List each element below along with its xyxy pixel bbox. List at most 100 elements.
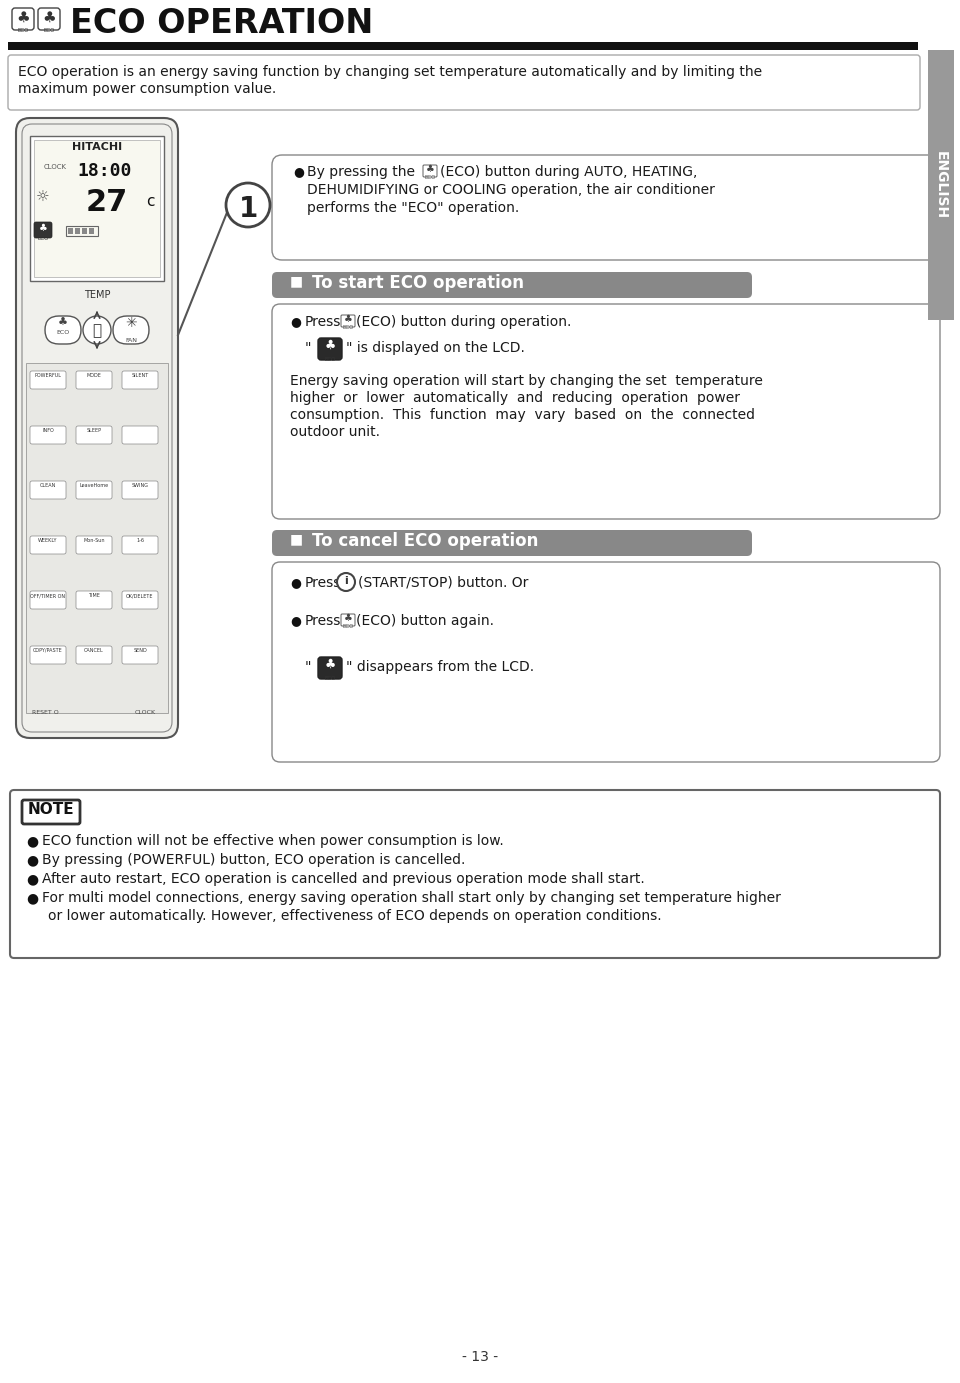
Text: ECO function will not be effective when power consumption is low.: ECO function will not be effective when … <box>42 834 504 848</box>
Text: ■: ■ <box>290 274 303 288</box>
Bar <box>30 136 164 281</box>
Text: SILENT: SILENT <box>132 373 149 378</box>
FancyBboxPatch shape <box>76 371 112 389</box>
Text: i: i <box>344 575 348 586</box>
Text: outdoor unit.: outdoor unit. <box>290 425 380 438</box>
Text: OK/DELETE: OK/DELETE <box>127 593 154 597</box>
FancyBboxPatch shape <box>272 272 752 297</box>
Text: For multi model connections, energy saving operation shall start only by changin: For multi model connections, energy savi… <box>42 891 780 904</box>
Text: (ECO) button during operation.: (ECO) button during operation. <box>356 315 571 329</box>
Text: ": " <box>305 342 311 355</box>
FancyBboxPatch shape <box>272 561 940 762</box>
FancyBboxPatch shape <box>30 646 66 664</box>
Text: POWERFUL: POWERFUL <box>35 373 61 378</box>
Text: 18:00: 18:00 <box>78 162 132 180</box>
Text: CLEAN: CLEAN <box>39 483 57 488</box>
FancyBboxPatch shape <box>76 591 112 609</box>
Text: RESET O: RESET O <box>32 709 59 715</box>
Text: ♣: ♣ <box>324 339 336 353</box>
FancyBboxPatch shape <box>76 537 112 555</box>
Bar <box>8 41 918 50</box>
Text: ●: ● <box>293 165 304 178</box>
FancyBboxPatch shape <box>12 8 34 30</box>
Text: OFF/TIMER ON: OFF/TIMER ON <box>31 593 65 597</box>
Text: ♣: ♣ <box>38 223 47 232</box>
Text: ■: ■ <box>290 532 303 546</box>
Text: (ECO) button during AUTO, HEATING,: (ECO) button during AUTO, HEATING, <box>440 165 697 178</box>
Text: Press: Press <box>305 614 342 628</box>
Text: Ⓟ: Ⓟ <box>92 324 102 337</box>
Text: CLOCK: CLOCK <box>134 709 156 715</box>
FancyBboxPatch shape <box>76 646 112 664</box>
Text: ●: ● <box>290 614 300 626</box>
FancyBboxPatch shape <box>113 315 149 344</box>
FancyBboxPatch shape <box>8 55 920 111</box>
Text: maximum power consumption value.: maximum power consumption value. <box>18 82 276 95</box>
Text: WEEKLY: WEEKLY <box>38 538 58 544</box>
Bar <box>928 50 954 319</box>
Circle shape <box>83 315 111 344</box>
Text: NOTE: NOTE <box>28 802 74 817</box>
Text: " is displayed on the LCD.: " is displayed on the LCD. <box>346 342 525 355</box>
Text: Press: Press <box>305 575 342 591</box>
Bar <box>75 228 80 234</box>
Text: ECO OPERATION: ECO OPERATION <box>70 7 373 40</box>
FancyBboxPatch shape <box>30 591 66 609</box>
Text: 27: 27 <box>85 188 128 217</box>
FancyBboxPatch shape <box>122 371 158 389</box>
Text: ●: ● <box>290 575 300 589</box>
Text: ♣: ♣ <box>42 10 56 25</box>
Text: ENGLISH: ENGLISH <box>934 151 948 219</box>
Text: SWING: SWING <box>132 483 149 488</box>
Text: ♣: ♣ <box>324 658 336 671</box>
Text: ECO: ECO <box>43 28 55 33</box>
Bar <box>89 228 94 234</box>
Text: 1: 1 <box>238 195 257 223</box>
FancyBboxPatch shape <box>38 8 60 30</box>
FancyBboxPatch shape <box>122 481 158 499</box>
Text: Mon-Sun: Mon-Sun <box>84 538 105 544</box>
Text: After auto restart, ECO operation is cancelled and previous operation mode shall: After auto restart, ECO operation is can… <box>42 873 645 887</box>
FancyBboxPatch shape <box>272 155 940 260</box>
Text: - 13 -: - 13 - <box>462 1350 498 1364</box>
FancyBboxPatch shape <box>34 223 52 238</box>
Text: ♣: ♣ <box>344 314 352 324</box>
Text: DEHUMIDIFYING or COOLING operation, the air conditioner: DEHUMIDIFYING or COOLING operation, the … <box>307 183 715 196</box>
Text: MODE: MODE <box>86 373 102 378</box>
FancyBboxPatch shape <box>76 481 112 499</box>
FancyBboxPatch shape <box>122 591 158 609</box>
FancyBboxPatch shape <box>122 426 158 444</box>
Text: ECO: ECO <box>324 357 336 362</box>
Text: To start ECO operation: To start ECO operation <box>312 274 524 292</box>
Text: ECO: ECO <box>343 325 353 331</box>
Text: CLOCK: CLOCK <box>44 165 67 170</box>
Text: or lower automatically. However, effectiveness of ECO depends on operation condi: or lower automatically. However, effecti… <box>48 909 661 922</box>
Bar <box>26 362 168 714</box>
Text: consumption.  This  function  may  vary  based  on  the  connected: consumption. This function may vary base… <box>290 408 755 422</box>
Text: Press: Press <box>305 315 342 329</box>
Text: Energy saving operation will start by changing the set  temperature: Energy saving operation will start by ch… <box>290 373 763 389</box>
Text: ♣: ♣ <box>16 10 30 25</box>
Text: FAN: FAN <box>125 337 137 343</box>
FancyBboxPatch shape <box>272 530 752 556</box>
Text: c: c <box>146 194 155 209</box>
FancyBboxPatch shape <box>76 426 112 444</box>
Text: CANCEL: CANCEL <box>84 649 104 653</box>
FancyBboxPatch shape <box>30 371 66 389</box>
Bar <box>82 228 87 234</box>
Text: 1-6: 1-6 <box>136 538 144 544</box>
FancyBboxPatch shape <box>122 537 158 555</box>
Text: higher  or  lower  automatically  and  reducing  operation  power: higher or lower automatically and reduci… <box>290 391 740 405</box>
Text: ✳: ✳ <box>125 315 137 331</box>
Text: HITACHI: HITACHI <box>72 142 122 152</box>
Circle shape <box>226 183 270 227</box>
Text: ♣: ♣ <box>425 165 434 174</box>
Text: By pressing (POWERFUL) button, ECO operation is cancelled.: By pressing (POWERFUL) button, ECO opera… <box>42 853 466 867</box>
Text: LeaveHome: LeaveHome <box>80 483 108 488</box>
Text: ECO: ECO <box>424 176 436 180</box>
Text: ECO: ECO <box>37 236 49 241</box>
Circle shape <box>337 573 355 591</box>
FancyBboxPatch shape <box>30 537 66 555</box>
FancyBboxPatch shape <box>122 646 158 664</box>
Text: ": " <box>305 660 311 674</box>
